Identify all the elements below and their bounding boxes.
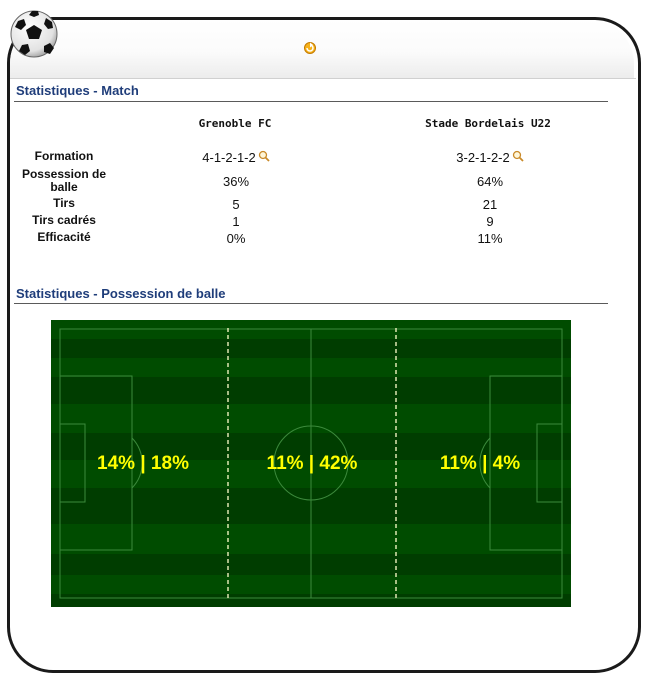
home-team-name: Grenoble FC bbox=[198, 117, 272, 130]
right-penalty-arc bbox=[479, 437, 491, 489]
frame-header bbox=[10, 20, 634, 78]
right-goal-box bbox=[536, 423, 563, 503]
match-stats-title: Statistiques - Match bbox=[16, 83, 139, 98]
away-possession-value: 64% bbox=[476, 174, 504, 189]
home-formation-cell: 4-1-2-1-2 bbox=[156, 150, 316, 165]
center-circle bbox=[273, 425, 349, 501]
away-shots-on-target-value: 9 bbox=[486, 214, 494, 229]
zone-midfield-label: 11% | 42% bbox=[266, 453, 358, 474]
header-separator bbox=[10, 78, 636, 79]
shots-label: Tirs bbox=[53, 196, 75, 210]
shots-on-target-label: Tirs cadrés bbox=[32, 213, 96, 227]
possession-label: Possession de balle bbox=[21, 167, 107, 194]
possession-pitch bbox=[51, 320, 571, 607]
soccer-ball-icon bbox=[10, 10, 58, 58]
rotate-arrow-icon[interactable] bbox=[302, 39, 318, 55]
magnifier-icon[interactable] bbox=[258, 150, 270, 162]
magnifier-icon[interactable] bbox=[512, 150, 524, 162]
zone-attack-label: 11% | 4% bbox=[439, 453, 521, 474]
formation-label: Formation bbox=[34, 149, 94, 163]
away-shots-value: 21 bbox=[482, 197, 498, 212]
home-formation-value: 4-1-2-1-2 bbox=[202, 150, 256, 165]
away-formation-cell: 3-2-1-2-2 bbox=[410, 150, 570, 165]
possession-section-rule bbox=[14, 303, 608, 304]
home-possession-value: 36% bbox=[222, 174, 250, 189]
possession-section-title: Statistiques - Possession de balle bbox=[16, 286, 226, 301]
left-goal-box bbox=[59, 423, 86, 503]
left-penalty-arc bbox=[131, 437, 143, 489]
efficiency-label: Efficacité bbox=[37, 230, 91, 244]
away-team-name: Stade Bordelais U22 bbox=[425, 117, 551, 130]
match-stats-rule bbox=[14, 101, 608, 102]
home-efficiency-value: 0% bbox=[226, 231, 246, 246]
home-shots-value: 5 bbox=[232, 197, 240, 212]
away-formation-value: 3-2-1-2-2 bbox=[456, 150, 510, 165]
away-efficiency-value: 11% bbox=[477, 231, 503, 246]
home-shots-on-target-value: 1 bbox=[232, 214, 240, 229]
zone-defense-label: 14% | 18% bbox=[97, 453, 189, 474]
